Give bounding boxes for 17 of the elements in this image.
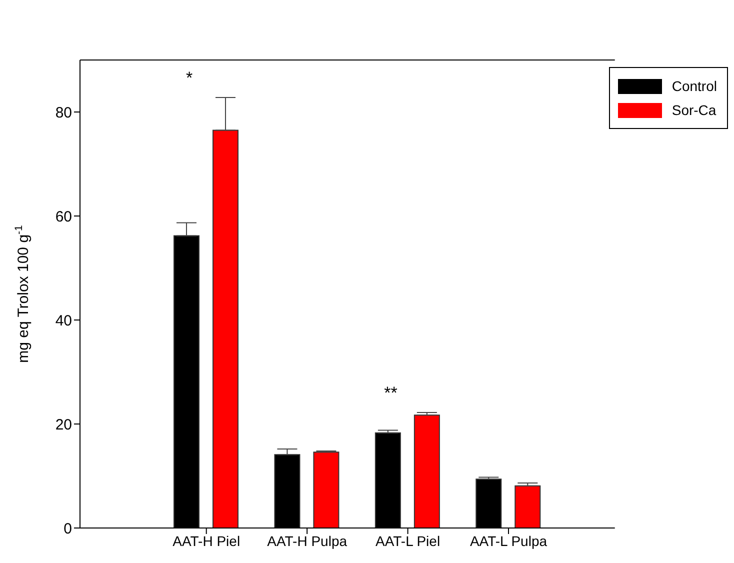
y-tick-label: 20 xyxy=(55,416,72,434)
x-tick-label: AAT-H Piel xyxy=(172,532,240,549)
x-tick-label: AAT-L Piel xyxy=(375,532,440,549)
y-tick-label: 80 xyxy=(55,104,72,122)
legend-label: Sor-Ca xyxy=(672,102,716,118)
y-tick-label: 0 xyxy=(64,520,72,538)
bar xyxy=(514,485,541,528)
annotation: * xyxy=(186,68,194,88)
bar xyxy=(212,130,238,528)
x-tick-label: AAT-H Pulpa xyxy=(267,532,348,549)
legend-label: Control xyxy=(672,78,717,94)
y-tick-label: 40 xyxy=(55,312,72,330)
x-tick-label: AAT-L Pulpa xyxy=(470,532,548,549)
bar xyxy=(414,414,440,528)
bar xyxy=(313,452,340,528)
annotation: ** xyxy=(384,384,398,403)
y-tick-label: 60 xyxy=(55,208,72,226)
